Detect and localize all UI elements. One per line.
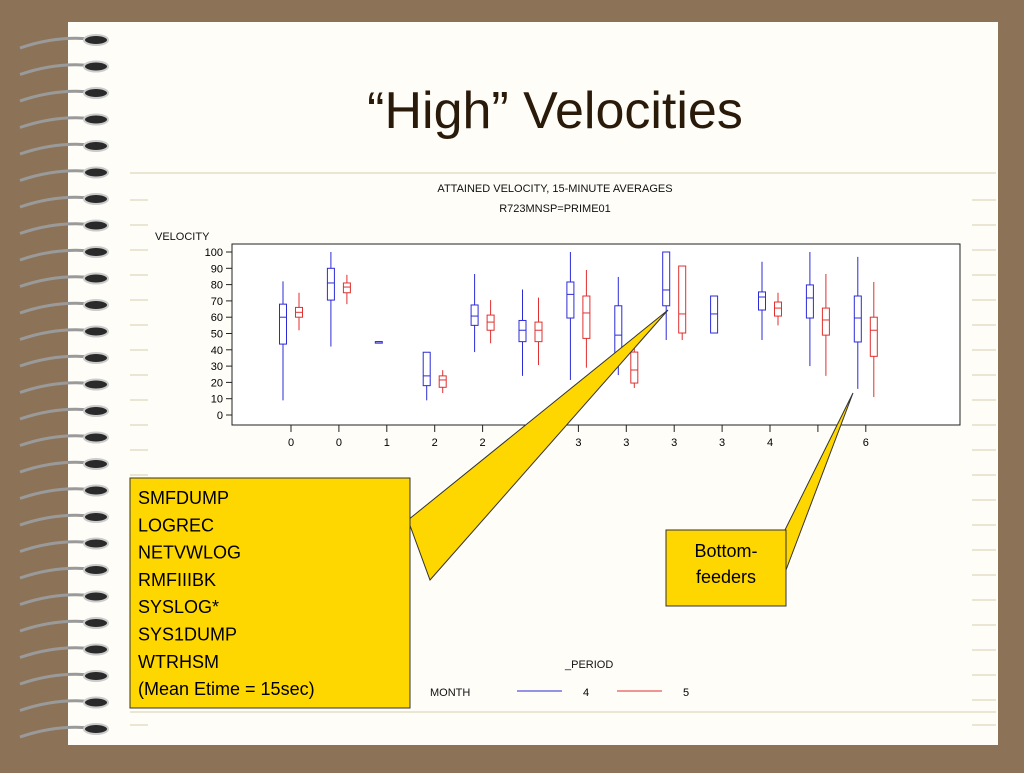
ring-hole	[83, 60, 109, 73]
y-tick-label: 50	[211, 329, 223, 341]
box	[326, 267, 335, 301]
box	[630, 351, 639, 384]
box	[853, 295, 862, 343]
ring-hole	[83, 246, 109, 258]
y-tick-label: 30	[211, 361, 223, 373]
callout-line: WTRHSM	[138, 652, 219, 672]
x-tick-label: 3	[575, 437, 581, 449]
x-tick-label: 1	[384, 437, 390, 449]
ring-hole	[83, 696, 109, 709]
box	[486, 314, 495, 331]
y-tick-label: 80	[211, 280, 223, 292]
x-tick-label: 0	[288, 437, 294, 449]
x-tick-label: 2	[480, 437, 486, 449]
y-tick-label: 100	[205, 247, 223, 259]
box	[566, 281, 575, 319]
ring-hole	[83, 723, 109, 735]
callout-line: RMFIIIBK	[138, 570, 216, 590]
slide-title: “High” Velocities	[367, 82, 743, 140]
box	[678, 265, 687, 334]
ring-hole	[83, 87, 109, 99]
box	[821, 307, 830, 336]
ring-hole	[83, 166, 109, 179]
ring-hole	[83, 352, 109, 364]
y-tick-label: 40	[211, 345, 223, 357]
box	[534, 321, 543, 343]
callout-line: SYS1DUMP	[138, 625, 237, 645]
legend-entry: 4	[583, 687, 589, 699]
callout-line: SMFDUMP	[138, 488, 229, 508]
ring-hole	[83, 378, 109, 391]
y-tick-label: 20	[211, 377, 223, 389]
ring-hole	[83, 537, 109, 550]
box	[805, 284, 814, 319]
box	[662, 251, 671, 307]
callout-line: LOGREC	[138, 515, 214, 535]
callout-pointer	[407, 309, 669, 581]
ring-hole	[83, 193, 109, 205]
box	[342, 282, 351, 294]
x-tick-label: 3	[623, 437, 629, 449]
callout-box	[129, 477, 411, 709]
y-tick-label: 90	[211, 263, 223, 275]
box	[279, 303, 287, 345]
chart-title: ATTAINED VELOCITY, 15-MINUTE AVERAGES	[437, 183, 672, 195]
x-tick-label: 3	[719, 437, 725, 449]
x-tick-label: 2	[432, 437, 438, 449]
plot: 0 10 20 30 40 50 60 70 80 90 100 0 0 1 2 2 3 3 3 3 4 6 4 5	[205, 247, 878, 699]
ring-hole	[83, 140, 109, 152]
legend-label: MONTH	[430, 687, 470, 699]
box	[758, 291, 766, 311]
callout-box	[665, 529, 787, 607]
box	[518, 319, 527, 343]
box	[438, 375, 447, 388]
x-tick-label: 6	[863, 437, 869, 449]
legend-title: _PERIOD	[564, 659, 613, 671]
ring-hole	[83, 405, 109, 417]
ring-hole	[83, 511, 109, 523]
x-tick-label: 4	[767, 437, 773, 449]
box	[470, 304, 479, 326]
legend-entry: 5	[683, 687, 689, 699]
callout-line: (Mean Etime = 15sec)	[138, 679, 315, 699]
ring-hole	[83, 484, 109, 497]
callout-line: SYSLOG*	[138, 597, 219, 617]
callout-line: NETVWLOG	[138, 543, 241, 563]
ring-hole	[83, 670, 109, 682]
ring-hole	[83, 113, 109, 126]
ring-hole	[83, 299, 109, 311]
box	[422, 351, 431, 387]
box	[582, 295, 591, 339]
ring-hole	[83, 219, 109, 232]
ring-hole	[83, 590, 109, 603]
callout-line: feeders	[696, 567, 756, 587]
ring-hole	[83, 617, 109, 629]
callout-text: SMFDUMP LOGREC NETVWLOG RMFIIIBK SYSLOG* SYS1…	[138, 488, 758, 699]
box	[774, 301, 782, 317]
callout-line: Bottom-	[694, 541, 757, 561]
ring-hole	[83, 643, 109, 656]
x-tick-label: 0	[336, 437, 342, 449]
ring-hole	[83, 272, 109, 285]
box	[710, 295, 719, 334]
ring-hole	[83, 34, 109, 46]
ring-hole	[83, 564, 109, 576]
y-tick-label: 60	[211, 312, 223, 324]
ring-hole	[83, 325, 109, 338]
y-tick-label: 10	[211, 394, 223, 406]
y-axis-label: VELOCITY	[155, 231, 210, 243]
x-tick-label: 3	[671, 437, 677, 449]
spiral-binding	[19, 34, 996, 739]
chart-subtitle: R723MNSP=PRIME01	[499, 203, 611, 215]
y-tick-label: 70	[211, 296, 223, 308]
ring-hole	[83, 431, 109, 444]
y-tick-label: 0	[217, 410, 223, 422]
ring-hole	[83, 458, 109, 470]
box	[869, 316, 878, 357]
plot-frame	[231, 243, 961, 426]
